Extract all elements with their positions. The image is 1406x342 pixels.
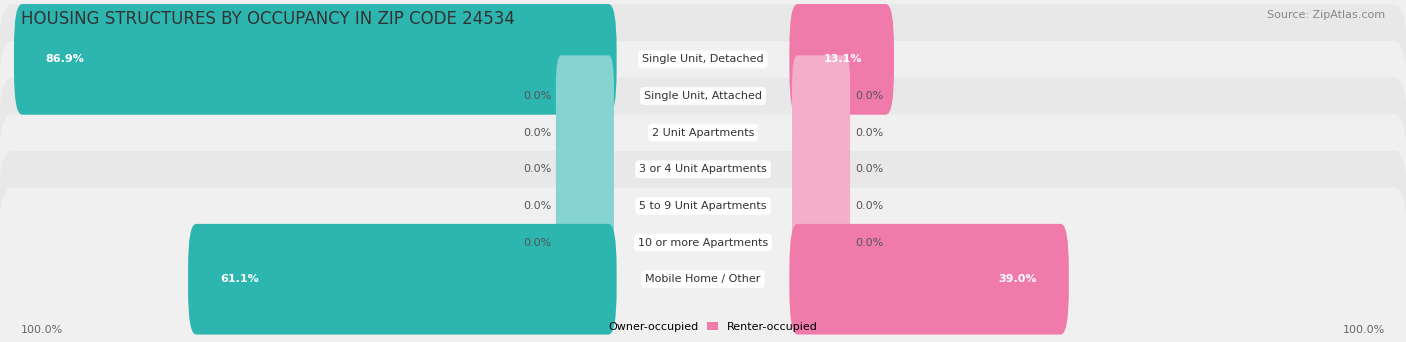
Text: 0.0%: 0.0% xyxy=(855,128,883,137)
Text: 100.0%: 100.0% xyxy=(1343,325,1385,335)
Legend: Owner-occupied, Renter-occupied: Owner-occupied, Renter-occupied xyxy=(583,317,823,337)
Text: 86.9%: 86.9% xyxy=(45,54,84,64)
FancyBboxPatch shape xyxy=(0,114,1406,298)
FancyBboxPatch shape xyxy=(792,129,851,210)
FancyBboxPatch shape xyxy=(0,78,1406,261)
Text: 0.0%: 0.0% xyxy=(855,238,883,248)
FancyBboxPatch shape xyxy=(792,55,851,137)
FancyBboxPatch shape xyxy=(188,224,617,334)
FancyBboxPatch shape xyxy=(789,4,894,115)
Text: 100.0%: 100.0% xyxy=(21,325,63,335)
FancyBboxPatch shape xyxy=(0,4,1406,188)
Text: 13.1%: 13.1% xyxy=(824,54,862,64)
Text: 0.0%: 0.0% xyxy=(523,238,551,248)
Text: HOUSING STRUCTURES BY OCCUPANCY IN ZIP CODE 24534: HOUSING STRUCTURES BY OCCUPANCY IN ZIP C… xyxy=(21,10,515,28)
FancyBboxPatch shape xyxy=(0,151,1406,334)
Text: Single Unit, Attached: Single Unit, Attached xyxy=(644,91,762,101)
Text: 3 or 4 Unit Apartments: 3 or 4 Unit Apartments xyxy=(640,164,766,174)
FancyBboxPatch shape xyxy=(789,224,1069,334)
Text: 0.0%: 0.0% xyxy=(523,164,551,174)
Text: 0.0%: 0.0% xyxy=(523,91,551,101)
FancyBboxPatch shape xyxy=(792,165,851,247)
FancyBboxPatch shape xyxy=(0,188,1406,342)
Text: 10 or more Apartments: 10 or more Apartments xyxy=(638,238,768,248)
FancyBboxPatch shape xyxy=(555,92,614,173)
FancyBboxPatch shape xyxy=(0,41,1406,224)
Text: 39.0%: 39.0% xyxy=(998,274,1038,284)
FancyBboxPatch shape xyxy=(555,129,614,210)
Text: Mobile Home / Other: Mobile Home / Other xyxy=(645,274,761,284)
Text: Single Unit, Detached: Single Unit, Detached xyxy=(643,54,763,64)
FancyBboxPatch shape xyxy=(792,202,851,283)
Text: 5 to 9 Unit Apartments: 5 to 9 Unit Apartments xyxy=(640,201,766,211)
FancyBboxPatch shape xyxy=(14,4,617,115)
FancyBboxPatch shape xyxy=(555,165,614,247)
Text: 2 Unit Apartments: 2 Unit Apartments xyxy=(652,128,754,137)
FancyBboxPatch shape xyxy=(0,0,1406,151)
Text: 0.0%: 0.0% xyxy=(855,164,883,174)
FancyBboxPatch shape xyxy=(792,92,851,173)
Text: 0.0%: 0.0% xyxy=(855,201,883,211)
FancyBboxPatch shape xyxy=(555,202,614,283)
Text: 0.0%: 0.0% xyxy=(523,128,551,137)
Text: 0.0%: 0.0% xyxy=(523,201,551,211)
FancyBboxPatch shape xyxy=(555,55,614,137)
Text: 0.0%: 0.0% xyxy=(855,91,883,101)
Text: 61.1%: 61.1% xyxy=(219,274,259,284)
Text: Source: ZipAtlas.com: Source: ZipAtlas.com xyxy=(1267,10,1385,20)
